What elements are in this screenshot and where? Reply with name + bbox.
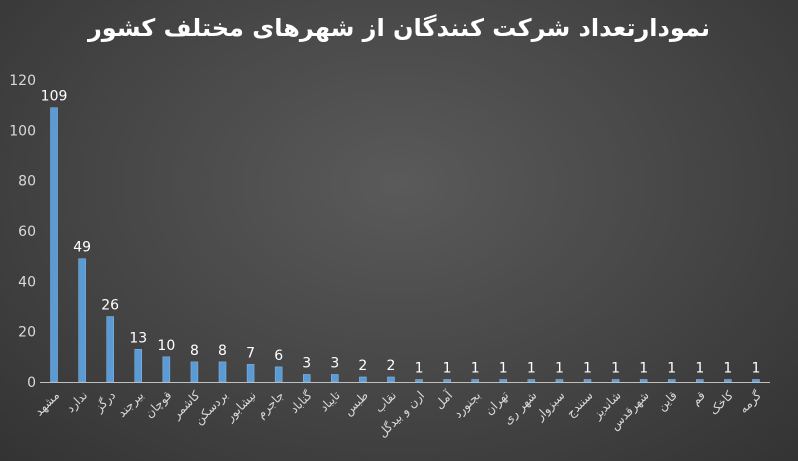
x-tick-label: تایباد <box>317 388 343 414</box>
bar <box>50 107 58 383</box>
x-tick-label: کاخک <box>707 388 737 418</box>
bar <box>387 376 395 383</box>
x-tick-label: گناباد <box>287 388 315 416</box>
data-label: 1 <box>499 360 508 376</box>
data-label: 1 <box>555 360 564 376</box>
bar <box>134 349 143 383</box>
bar <box>696 379 704 383</box>
x-tick-label: درگز <box>91 388 119 416</box>
data-label: 1 <box>667 360 676 376</box>
x-tick-label: بیرجند <box>115 388 147 420</box>
y-tick-label: 0 <box>27 375 36 391</box>
data-label: 1 <box>752 360 761 376</box>
data-label: 1 <box>611 360 620 376</box>
data-label: 8 <box>190 343 199 359</box>
x-tick-label: نیشابور <box>222 388 259 425</box>
bar <box>274 366 283 383</box>
bar <box>302 374 311 383</box>
bar <box>583 379 592 383</box>
data-label: 26 <box>101 298 119 314</box>
data-label: 2 <box>387 358 396 374</box>
data-label: 3 <box>330 355 339 371</box>
x-tick-label: جاجرم <box>254 388 288 422</box>
data-label: 1 <box>527 360 536 376</box>
bar <box>752 379 760 383</box>
data-label: 1 <box>583 360 592 376</box>
chart-title: نمودارتعداد شرکت کنندگان از شهرهای مختلف… <box>87 14 710 42</box>
x-tick-label: قوچان <box>142 388 175 421</box>
bar <box>443 379 451 383</box>
bar <box>639 379 648 383</box>
bar <box>246 364 255 383</box>
bar <box>611 379 620 383</box>
data-label: 1 <box>415 360 424 376</box>
bar <box>527 379 536 383</box>
x-tick-label: گرمه <box>736 388 765 417</box>
bar <box>499 379 508 383</box>
data-label: 3 <box>302 355 311 371</box>
data-label: 49 <box>73 240 91 256</box>
bar <box>162 356 171 383</box>
bar <box>415 379 423 383</box>
y-tick-label: 20 <box>18 325 36 341</box>
y-tick-label: 100 <box>9 123 36 139</box>
y-tick-label: 120 <box>9 73 36 89</box>
x-tick-label: بجنورد <box>451 388 484 421</box>
data-label: 10 <box>157 338 175 354</box>
bar <box>331 374 339 383</box>
x-tick-label: قم <box>688 388 708 408</box>
data-label: 1 <box>471 360 480 376</box>
data-label: 1 <box>639 360 648 376</box>
data-label: 2 <box>358 358 367 374</box>
data-label: 8 <box>218 343 227 359</box>
data-label: 6 <box>274 348 283 364</box>
bar <box>555 379 564 383</box>
bar <box>724 379 732 383</box>
x-tick-label: آمل <box>431 387 455 411</box>
bar <box>218 361 227 383</box>
bar <box>106 316 114 383</box>
x-tick-label: سبزوار <box>532 388 568 424</box>
x-tick-label: قاین <box>654 388 680 414</box>
data-label: 1 <box>443 360 452 376</box>
data-label: 13 <box>129 330 147 346</box>
x-tick-label: مشهد <box>32 388 62 418</box>
x-tick-label: طبس <box>341 388 372 419</box>
bar <box>471 379 479 383</box>
x-tick-label: ندارد <box>63 388 91 416</box>
y-tick-label: 80 <box>18 174 36 190</box>
data-label: 1 <box>695 360 704 376</box>
y-tick-label: 40 <box>18 274 36 290</box>
x-tick-label: سنندج <box>564 388 596 420</box>
bar <box>78 258 86 383</box>
data-label: 7 <box>246 345 255 361</box>
bar <box>667 379 676 383</box>
data-label: 1 <box>723 360 732 376</box>
data-label: 109 <box>41 89 68 105</box>
bar <box>190 361 199 383</box>
y-tick-label: 60 <box>18 224 36 240</box>
bar <box>359 376 367 383</box>
